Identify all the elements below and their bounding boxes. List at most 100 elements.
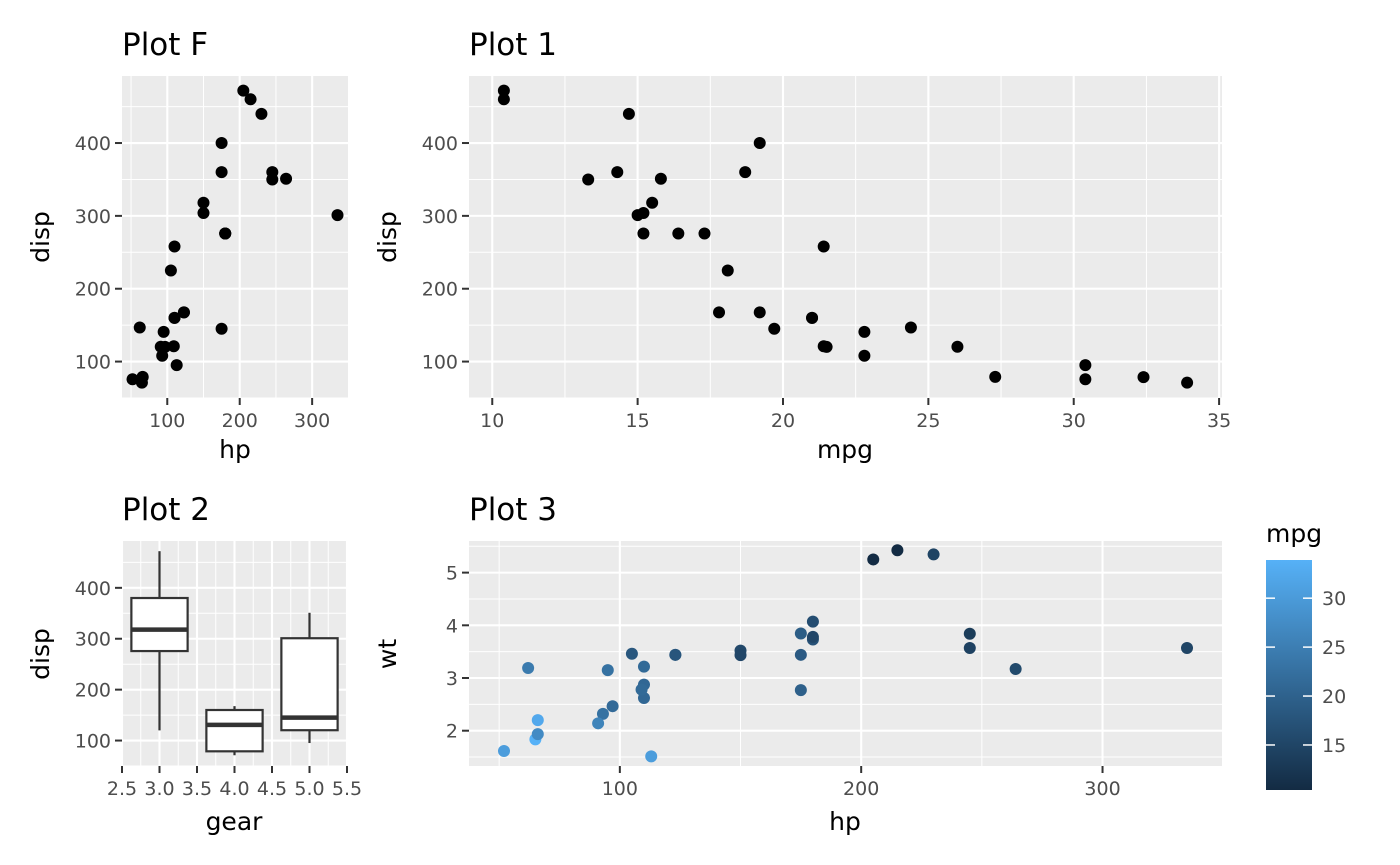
mpg-legend: mpg 15 20 25 30 <box>1266 519 1346 790</box>
y-tick-label: 400 <box>75 133 111 155</box>
plot-1-x-axis-title: mpg <box>817 435 873 464</box>
plot-3-title: Plot 3 <box>469 492 557 528</box>
y-tick-label: 5 <box>446 563 458 585</box>
x-tick-label: 25 <box>916 410 940 432</box>
plot-2-axes: 2.5 3.0 3.5 4.0 4.5 5.0 5.5 100 200 300 400 <box>75 578 362 800</box>
data-point <box>197 206 210 219</box>
data-point <box>806 311 819 324</box>
data-point <box>698 227 711 240</box>
data-point <box>721 264 734 277</box>
data-point <box>606 700 619 713</box>
data-point <box>1079 359 1092 372</box>
data-point <box>497 744 510 757</box>
data-point <box>177 306 190 319</box>
data-point <box>806 630 819 643</box>
plot-1-panel <box>469 76 1222 398</box>
data-point <box>154 340 167 353</box>
plot-1-y-axis-title: disp <box>373 211 402 263</box>
data-point <box>596 707 609 720</box>
data-point <box>734 649 747 662</box>
data-point <box>168 240 181 253</box>
plot-1: Plot 1 10 15 20 25 30 35 100 200 300 400 mpg disp <box>373 27 1231 464</box>
data-point <box>646 196 659 209</box>
box-gear-5 <box>280 612 339 744</box>
box-iqr <box>130 596 189 653</box>
data-point <box>219 227 232 240</box>
plot-1-title: Plot 1 <box>469 27 557 63</box>
plot-2: Plot 2 2.5 3.0 3.5 4.0 4.5 5.0 5.5 100 200 300 400… <box>26 492 362 836</box>
data-point <box>601 664 614 677</box>
data-point <box>592 717 605 730</box>
x-tick-label: 20 <box>771 410 795 432</box>
plot-3-x-axis-title: hp <box>829 807 861 836</box>
legend-break-label: 20 <box>1322 686 1346 708</box>
data-point <box>255 107 268 120</box>
legend-title: mpg <box>1266 519 1322 548</box>
data-point <box>989 370 1002 383</box>
box-iqr <box>280 637 339 732</box>
data-point <box>635 683 648 696</box>
legend-colorbar <box>1266 560 1312 790</box>
plot-2-boxes <box>130 551 339 756</box>
data-point <box>867 553 880 566</box>
data-point <box>244 93 257 106</box>
data-point <box>280 172 293 185</box>
y-tick-label: 100 <box>422 352 458 374</box>
data-point <box>669 648 682 661</box>
y-tick-label: 100 <box>75 352 111 374</box>
data-point <box>168 311 181 324</box>
plot-3: Plot 3 100 200 300 2 3 4 5 hp wt <box>373 492 1222 836</box>
y-tick-label: 300 <box>75 206 111 228</box>
data-point <box>794 684 807 697</box>
box-gear-3 <box>130 551 189 731</box>
data-point <box>1181 641 1194 654</box>
x-tick-label: 10 <box>480 410 504 432</box>
plot-3-panel <box>469 541 1222 766</box>
data-point <box>215 137 228 150</box>
data-point <box>531 728 544 741</box>
data-point <box>497 84 510 97</box>
data-point <box>637 227 650 240</box>
data-point <box>963 641 976 654</box>
data-point <box>817 340 830 353</box>
data-point <box>136 370 149 383</box>
plot-3-points <box>497 544 1194 763</box>
data-point <box>631 209 644 222</box>
data-point <box>531 714 544 727</box>
plot-2-y-axis-title: disp <box>26 628 55 680</box>
x-tick-label: 4.5 <box>257 778 287 800</box>
x-tick-label: 300 <box>1084 778 1120 800</box>
data-point <box>215 322 228 335</box>
x-tick-label: 35 <box>1207 410 1231 432</box>
data-point <box>951 340 964 353</box>
data-point <box>1079 373 1092 386</box>
plot-2-title: Plot 2 <box>122 492 210 528</box>
data-point <box>858 349 871 362</box>
y-tick-label: 400 <box>422 133 458 155</box>
plot-f-x-axis-title: hp <box>219 435 251 464</box>
x-tick-label: 300 <box>294 410 330 432</box>
plot-1-points <box>497 84 1194 389</box>
x-tick-label: 200 <box>843 778 879 800</box>
plot-3-axes: 100 200 300 2 3 4 5 <box>446 563 1121 800</box>
data-point <box>637 660 650 673</box>
data-point <box>237 84 250 97</box>
data-point <box>753 137 766 150</box>
data-point <box>904 321 917 334</box>
data-point <box>817 240 830 253</box>
plot-f-points <box>126 84 344 389</box>
data-point <box>753 306 766 319</box>
plot-f-title: Plot F <box>122 27 208 63</box>
y-tick-label: 200 <box>75 279 111 301</box>
data-point <box>739 166 752 179</box>
data-point <box>713 306 726 319</box>
data-point <box>266 173 279 186</box>
x-tick-label: 100 <box>149 410 185 432</box>
data-point <box>645 750 658 763</box>
y-tick-label: 200 <box>75 680 111 702</box>
x-tick-label: 2.5 <box>107 778 137 800</box>
x-tick-label: 200 <box>222 410 258 432</box>
data-point <box>582 173 595 186</box>
y-tick-label: 2 <box>446 721 458 743</box>
